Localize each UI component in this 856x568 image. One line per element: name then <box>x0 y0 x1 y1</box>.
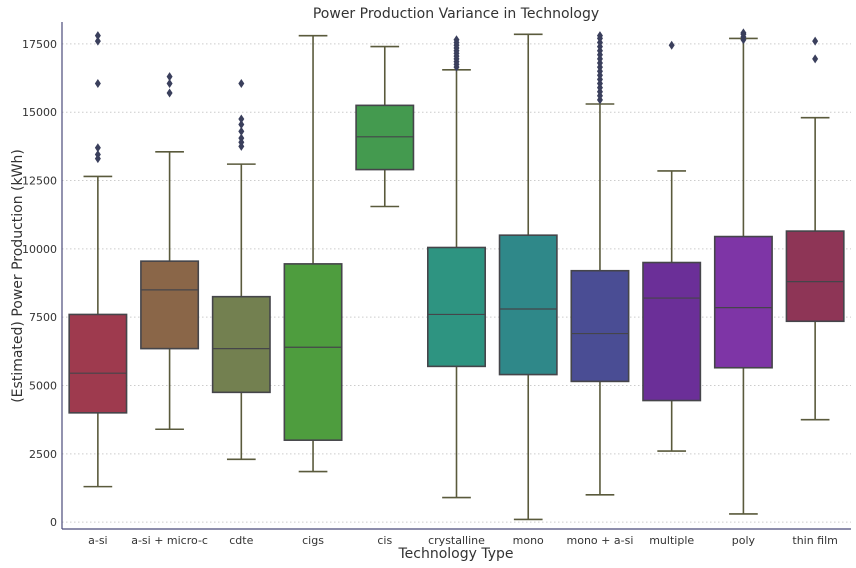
x-tick-label: poly <box>732 534 756 547</box>
y-tick-label: 17500 <box>22 38 57 51</box>
chart-title: Power Production Variance in Technology <box>313 6 599 22</box>
outlier-point <box>453 35 460 45</box>
outlier-point <box>812 36 819 46</box>
x-tick-label: mono <box>513 534 544 547</box>
outlier-point <box>94 150 101 160</box>
x-tick-label: a-si <box>88 534 108 547</box>
y-tick-label: 7500 <box>29 311 57 324</box>
iqr-box <box>785 230 845 323</box>
outlier-point <box>94 31 101 41</box>
box-mono <box>498 33 558 521</box>
iqr-box <box>713 235 773 369</box>
outlier-point <box>238 126 245 136</box>
outlier-point <box>238 78 245 88</box>
outlier-point <box>94 36 101 46</box>
iqr-box <box>427 246 486 368</box>
outlier-point <box>596 31 603 41</box>
iqr-box <box>211 295 271 394</box>
box-a-si <box>68 31 128 488</box>
box-cdte <box>211 78 271 461</box>
outlier-point <box>238 114 245 124</box>
iqr-box <box>283 263 343 441</box>
y-tick-label: 15000 <box>22 106 57 119</box>
outlier-point <box>812 54 819 64</box>
y-tick-label: 5000 <box>29 380 57 393</box>
iqr-box <box>68 313 128 414</box>
box-multiple <box>642 40 702 452</box>
x-tick-label: mono + a-si <box>567 534 634 547</box>
y-tick-label: 12500 <box>22 175 57 188</box>
outlier-point <box>166 72 173 82</box>
outlier-point <box>94 143 101 153</box>
y-tick-labels: 0 2500 5000 7500 10000 12500 15000 17500 <box>22 38 57 529</box>
x-tick-label: multiple <box>649 534 694 547</box>
outlier-point <box>740 28 747 38</box>
x-tick-label: cigs <box>302 534 324 547</box>
box-a-si-micro-c <box>140 72 200 431</box>
x-tick-label: crystalline <box>428 534 485 547</box>
y-axis-label: (Estimated) Power Production (kWh) <box>10 149 26 403</box>
box-poly <box>713 28 773 515</box>
x-tick-label: thin film <box>792 534 838 547</box>
box-crystalline <box>427 35 486 499</box>
outlier-point <box>166 78 173 88</box>
box-cigs <box>283 34 343 473</box>
iqr-box <box>570 269 630 383</box>
outlier-point <box>238 133 245 143</box>
y-tick-label: 2500 <box>29 448 57 461</box>
x-tick-label: cis <box>377 534 392 547</box>
box-thin-film <box>785 36 845 421</box>
box-mono-a-si <box>570 31 630 496</box>
outlier-point <box>94 78 101 88</box>
iqr-box <box>498 234 558 376</box>
iqr-box <box>642 261 702 402</box>
x-tick-label: a-si + micro-c <box>131 534 208 547</box>
iqr-box <box>140 260 200 350</box>
x-tick-labels: a-si a-si + micro-c cdte cigs cis crystalline… <box>88 534 838 547</box>
x-axis-label: Technology Type <box>397 546 513 562</box>
y-tick-label: 10000 <box>22 243 57 256</box>
box-cis <box>355 45 415 208</box>
outlier-point <box>238 119 245 129</box>
outlier-point <box>166 88 173 98</box>
iqr-box <box>355 104 415 171</box>
boxes <box>68 28 845 521</box>
y-tick-label: 0 <box>50 516 57 529</box>
outlier-point <box>668 40 675 50</box>
x-tick-label: cdte <box>229 534 253 547</box>
